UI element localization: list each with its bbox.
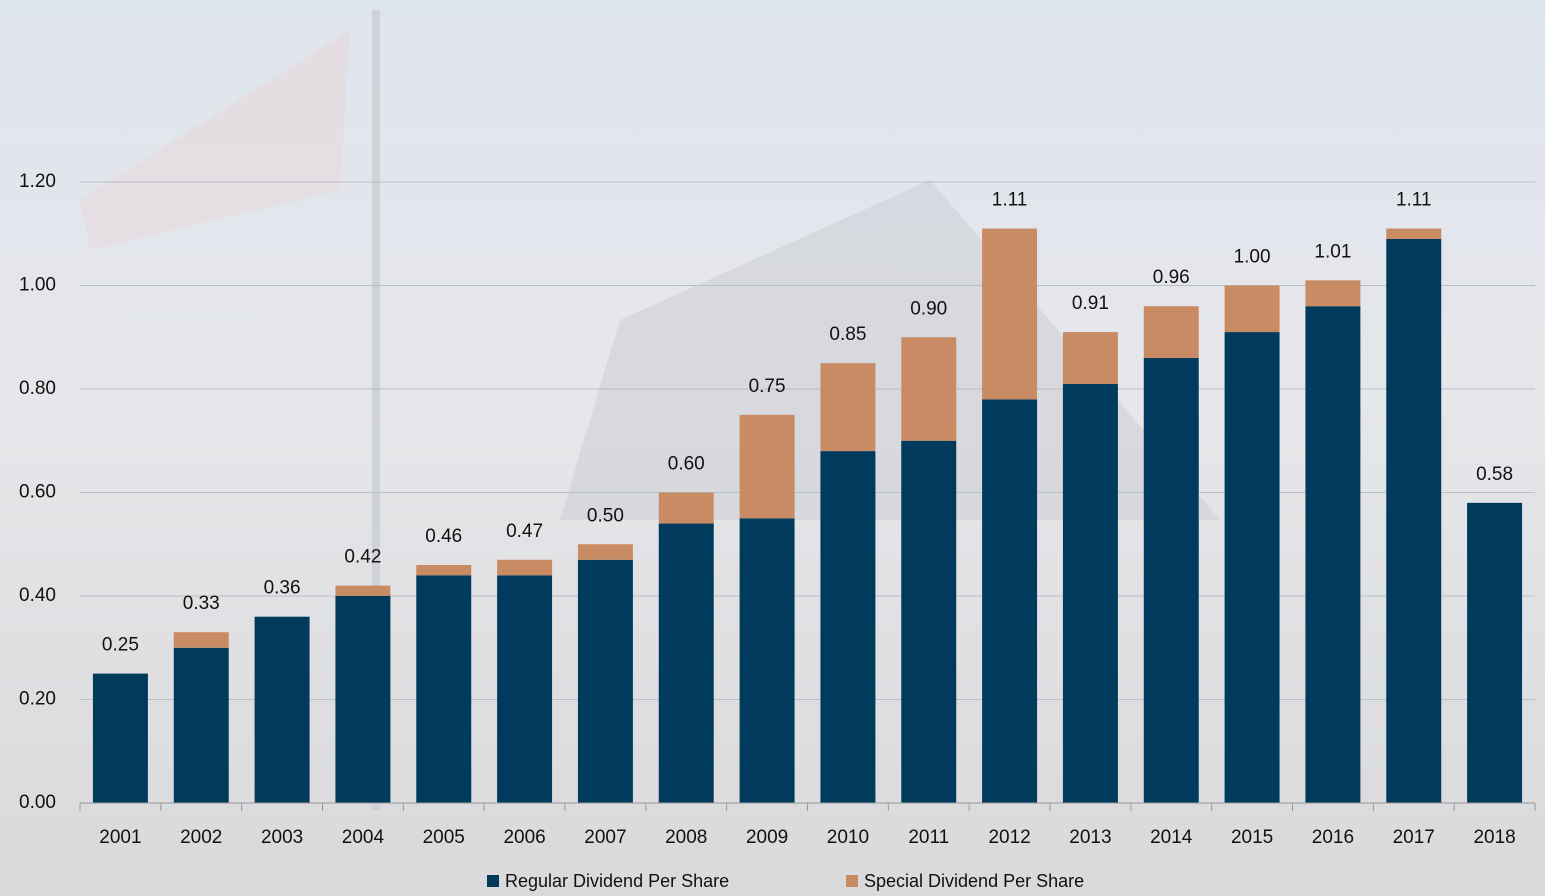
bar-segment <box>820 451 876 803</box>
total-label: 0.91 <box>1072 293 1109 314</box>
x-tick-label: 2016 <box>1312 827 1354 848</box>
total-label: 0.90 <box>910 298 947 319</box>
total-label: 0.33 <box>183 593 220 614</box>
x-tick-label: 2010 <box>827 827 869 848</box>
bar-segment <box>92 673 148 803</box>
bar-segment <box>254 616 310 803</box>
bar-segment <box>1224 332 1280 803</box>
total-label: 0.50 <box>587 505 624 526</box>
total-label: 0.58 <box>1476 464 1513 485</box>
legend-swatch <box>846 875 858 887</box>
total-label: 0.42 <box>344 547 381 568</box>
bar-segment <box>820 363 876 452</box>
x-tick-label: 2018 <box>1473 827 1515 848</box>
bar-segment <box>1224 285 1280 333</box>
bar-segment <box>901 337 957 441</box>
total-label: 0.85 <box>829 324 866 345</box>
y-tick-label: 0.20 <box>19 689 56 710</box>
bar-segment <box>739 518 795 803</box>
y-tick-label: 0.80 <box>19 378 56 399</box>
bar-segment <box>173 647 229 803</box>
bar-segment <box>173 632 229 648</box>
total-label: 0.25 <box>102 635 139 656</box>
x-tick-label: 2012 <box>988 827 1030 848</box>
x-tick-label: 2006 <box>503 827 545 848</box>
bar-segment <box>335 596 391 803</box>
y-tick-label: 1.00 <box>19 275 56 296</box>
y-tick-label: 0.40 <box>19 585 56 606</box>
bar-segment <box>497 575 553 803</box>
x-tick-label: 2005 <box>423 827 465 848</box>
x-tick-label: 2011 <box>908 827 949 848</box>
bar-segment <box>658 492 714 524</box>
total-label: 0.47 <box>506 521 543 542</box>
bar-segment <box>982 399 1038 803</box>
total-label: 0.75 <box>749 376 786 397</box>
bar-segment <box>1305 280 1361 307</box>
bar-segment <box>416 564 472 576</box>
bar-segment <box>1386 238 1442 804</box>
x-tick-label: 2008 <box>665 827 707 848</box>
bar-segment <box>416 575 472 803</box>
x-tick-label: 2014 <box>1150 827 1193 848</box>
legend-swatch <box>487 875 499 887</box>
bar-segment <box>1143 357 1199 803</box>
bar-segment <box>1467 502 1523 803</box>
bar-segment <box>335 585 391 596</box>
total-label: 1.11 <box>1396 190 1432 211</box>
legend-label: Regular Dividend Per Share <box>505 871 729 891</box>
x-tick-label: 2013 <box>1069 827 1111 848</box>
flag-decoration <box>80 30 350 250</box>
bar-segment <box>1305 306 1361 803</box>
legend-label: Special Dividend Per Share <box>864 871 1084 891</box>
bar-segment <box>982 228 1038 400</box>
x-tick-label: 2003 <box>261 827 303 848</box>
bar-segment <box>1062 332 1118 384</box>
y-tick-label: 0.00 <box>19 792 56 813</box>
x-tick-label: 2017 <box>1393 827 1435 848</box>
bar-segment <box>1143 306 1199 358</box>
total-label: 1.00 <box>1234 247 1271 268</box>
total-label: 0.46 <box>425 526 462 547</box>
bar-segment <box>658 523 714 803</box>
bar-segment <box>739 414 795 519</box>
bar-segment <box>577 544 633 560</box>
total-label: 0.36 <box>264 578 301 599</box>
x-tick-label: 2002 <box>180 827 222 848</box>
x-tick-label: 2015 <box>1231 827 1273 848</box>
x-tick-label: 2001 <box>99 827 141 848</box>
total-label: 1.11 <box>992 190 1028 211</box>
bar-segment <box>497 559 553 576</box>
bar-segment <box>1386 228 1442 239</box>
bar-segment <box>577 559 633 803</box>
y-tick-label: 0.60 <box>19 482 56 503</box>
bar-segment <box>1062 383 1118 803</box>
x-tick-label: 2004 <box>342 827 385 848</box>
total-label: 1.01 <box>1314 241 1351 262</box>
bar-segment <box>901 440 957 803</box>
y-tick-label: 1.20 <box>19 171 56 192</box>
pole-decoration <box>372 10 380 810</box>
total-label: 0.60 <box>668 454 705 475</box>
x-tick-label: 2007 <box>584 827 626 848</box>
x-tick-label: 2009 <box>746 827 788 848</box>
building-decoration <box>560 180 1220 520</box>
total-label: 0.96 <box>1153 267 1190 288</box>
